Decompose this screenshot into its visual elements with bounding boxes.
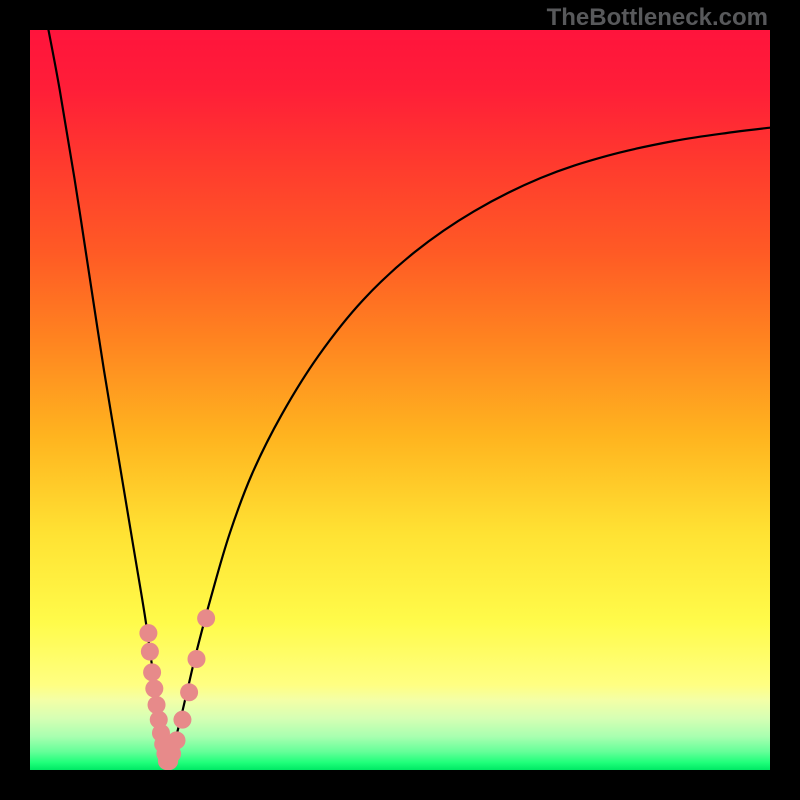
data-marker [143, 663, 161, 681]
data-marker [197, 609, 215, 627]
data-marker [141, 643, 159, 661]
chart-container: TheBottleneck.com [0, 0, 800, 800]
watermark-text: TheBottleneck.com [547, 4, 768, 32]
data-marker [180, 683, 198, 701]
data-marker [188, 650, 206, 668]
data-marker [145, 680, 163, 698]
data-marker [173, 711, 191, 729]
data-marker [168, 731, 186, 749]
data-marker [139, 624, 157, 642]
curve-layer [30, 30, 770, 770]
